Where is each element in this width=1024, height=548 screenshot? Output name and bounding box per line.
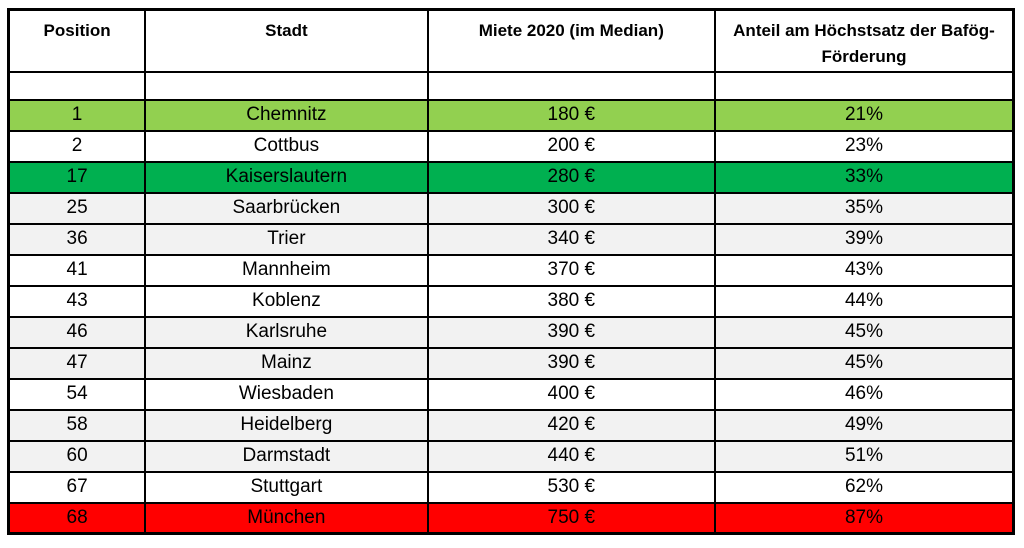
table-row: 47 Mainz 390 €45% xyxy=(7,346,1015,380)
cell-stadt: Heidelberg xyxy=(144,408,429,442)
cell-stadt: Karlsruhe xyxy=(144,315,429,349)
cell-miete: 400 € xyxy=(426,377,716,411)
cell-anteil: 44% xyxy=(713,284,1015,318)
table-row: 46 Karlsruhe 390 €45% xyxy=(7,315,1015,349)
cell-miete: 420 € xyxy=(426,408,716,442)
cell-position: 67 xyxy=(7,470,147,504)
table-row: 41 Mannheim 370 €43% xyxy=(7,253,1015,287)
cell-position: 41 xyxy=(7,253,147,287)
cell-stadt: Cottbus xyxy=(144,129,429,163)
table-row: 58 Heidelberg 420 €49% xyxy=(7,408,1015,442)
table-row: 60 Darmstadt 440 €51% xyxy=(7,439,1015,473)
cell-anteil: 23% xyxy=(713,129,1015,163)
cell-stadt: München xyxy=(144,501,429,535)
cell-miete: 380 € xyxy=(426,284,716,318)
cell-miete: 180 € xyxy=(426,98,716,132)
col-header-stadt: Stadt xyxy=(144,8,429,73)
table-row: 54 Wiesbaden 400 €46% xyxy=(7,377,1015,411)
cell-anteil: 62% xyxy=(713,470,1015,504)
cell-position: 68 xyxy=(7,501,147,535)
cell-position: 46 xyxy=(7,315,147,349)
cell-miete: 750 € xyxy=(426,501,716,535)
cell-miete: 280 € xyxy=(426,160,716,194)
spacer-cell xyxy=(426,70,716,101)
cell-miete: 300 € xyxy=(426,191,716,225)
table-row: 36 Trier 340 €39% xyxy=(7,222,1015,256)
cell-position: 1 xyxy=(7,98,147,132)
cell-stadt: Saarbrücken xyxy=(144,191,429,225)
spacer-cell xyxy=(713,70,1015,101)
cell-stadt: Chemnitz xyxy=(144,98,429,132)
cell-miete: 340 € xyxy=(426,222,716,256)
table-row: 25 Saarbrücken 300 €35% xyxy=(7,191,1015,225)
cell-position: 54 xyxy=(7,377,147,411)
cell-anteil: 45% xyxy=(713,346,1015,380)
rent-ranking-table: Position Stadt Miete 2020 (im Median) An… xyxy=(7,8,1015,536)
cell-anteil: 45% xyxy=(713,315,1015,349)
cell-stadt: Mainz xyxy=(144,346,429,380)
cell-anteil: 49% xyxy=(713,408,1015,442)
cell-position: 43 xyxy=(7,284,147,318)
header-row: Position Stadt Miete 2020 (im Median) An… xyxy=(7,8,1015,73)
cell-position: 2 xyxy=(7,129,147,163)
cell-miete: 370 € xyxy=(426,253,716,287)
cell-anteil: 21% xyxy=(713,98,1015,132)
cell-anteil: 46% xyxy=(713,377,1015,411)
table-row: 43 Koblenz 380 €44% xyxy=(7,284,1015,318)
col-header-miete: Miete 2020 (im Median) xyxy=(426,8,716,73)
cell-miete: 530 € xyxy=(426,470,716,504)
cell-anteil: 87% xyxy=(713,501,1015,535)
col-header-anteil: Anteil am Höchstsatz der Bafög-Förderung xyxy=(713,8,1015,73)
table-row: 67 Stuttgart 530 €62% xyxy=(7,470,1015,504)
cell-position: 47 xyxy=(7,346,147,380)
table-row: 1 Chemnitz 180 €21% xyxy=(7,98,1015,132)
cell-stadt: Darmstadt xyxy=(144,439,429,473)
cell-position: 36 xyxy=(7,222,147,256)
cell-anteil: 43% xyxy=(713,253,1015,287)
cell-stadt: Mannheim xyxy=(144,253,429,287)
cell-position: 60 xyxy=(7,439,147,473)
table-row: 2 Cottbus 200 €23% xyxy=(7,129,1015,163)
spacer-cell xyxy=(144,70,429,101)
table-row: 17 Kaiserslautern 280 €33% xyxy=(7,160,1015,194)
cell-position: 58 xyxy=(7,408,147,442)
cell-anteil: 33% xyxy=(713,160,1015,194)
spacer-row xyxy=(7,70,1015,101)
col-header-position: Position xyxy=(7,8,147,73)
cell-miete: 390 € xyxy=(426,315,716,349)
cell-stadt: Koblenz xyxy=(144,284,429,318)
cell-stadt: Trier xyxy=(144,222,429,256)
cell-miete: 200 € xyxy=(426,129,716,163)
cell-anteil: 35% xyxy=(713,191,1015,225)
cell-stadt: Kaiserslautern xyxy=(144,160,429,194)
cell-miete: 390 € xyxy=(426,346,716,380)
table-row: 68 München 750 €87% xyxy=(7,501,1015,535)
cell-position: 17 xyxy=(7,160,147,194)
cell-anteil: 51% xyxy=(713,439,1015,473)
cell-stadt: Wiesbaden xyxy=(144,377,429,411)
cell-position: 25 xyxy=(7,191,147,225)
cell-anteil: 39% xyxy=(713,222,1015,256)
spacer-cell xyxy=(7,70,147,101)
cell-miete: 440 € xyxy=(426,439,716,473)
cell-stadt: Stuttgart xyxy=(144,470,429,504)
